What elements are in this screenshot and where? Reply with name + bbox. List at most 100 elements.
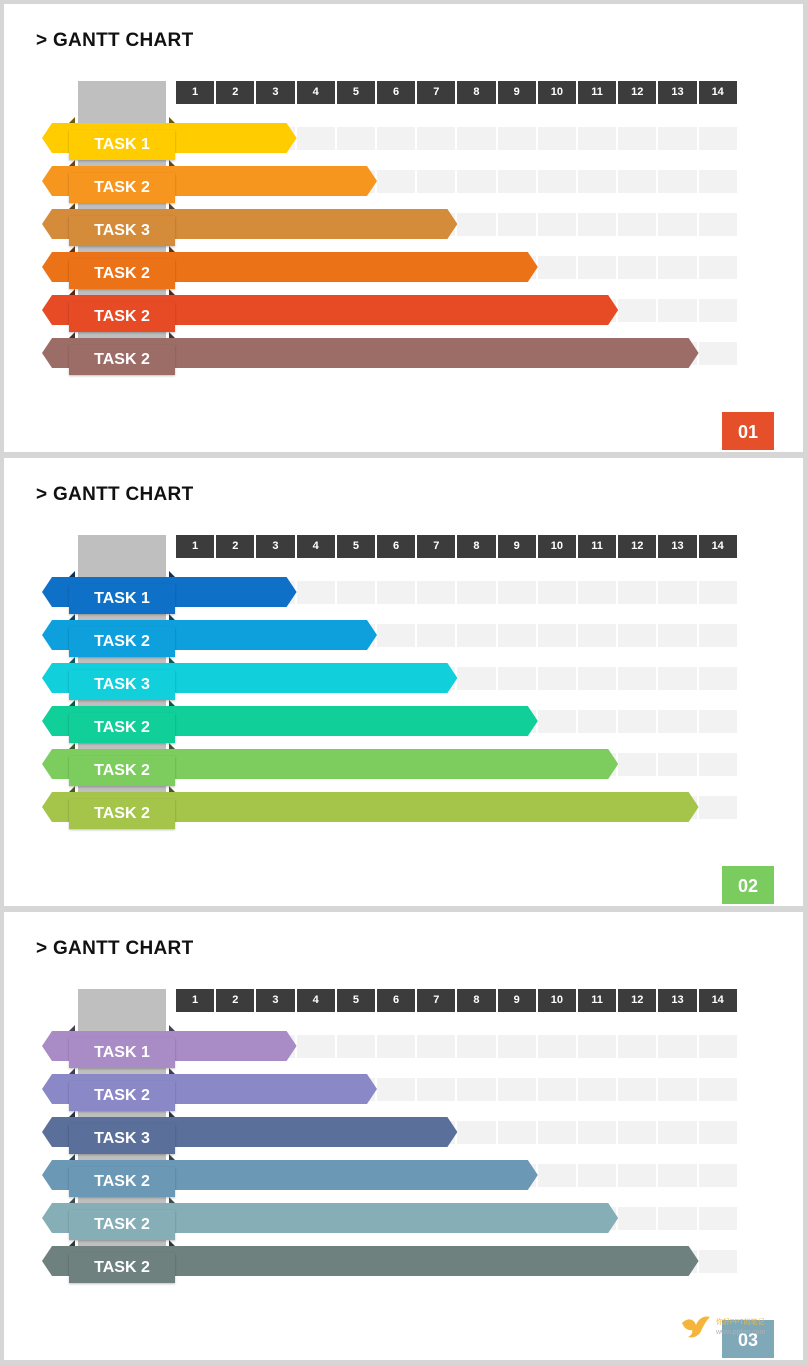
label-fold: [69, 614, 75, 620]
gantt-slide-3: > GANTT CHART 1 2 3 4 5 6 7 8 9 10 11 12 13 14 TASK 1…: [4, 912, 803, 1360]
label-fold: [69, 700, 75, 706]
timeline-tick: 5: [336, 81, 375, 104]
label-fold: [169, 571, 175, 577]
label-fold: [169, 657, 175, 663]
timeline-tick: 5: [336, 989, 375, 1012]
task-label: TASK 2: [69, 302, 175, 332]
slide-title: > GANTT CHART: [36, 30, 194, 51]
timeline-tick: 13: [658, 989, 697, 1012]
label-fold: [69, 1068, 75, 1074]
timeline-tick: 7: [417, 989, 456, 1012]
timeline-tick: 8: [457, 535, 496, 558]
page-number-badge: 02: [722, 866, 774, 904]
label-fold: [69, 289, 75, 295]
watermark-text: 你好PPT的笔记: [716, 1319, 765, 1326]
timeline-tick: 9: [497, 81, 536, 104]
gantt-slide-2: > GANTT CHART 1 2 3 4 5 6 7 8 9 10 11 12 13 14 TASK 1…: [4, 458, 803, 906]
page-number-badge: 03: [722, 1320, 774, 1358]
timeline-tick: 1: [176, 535, 215, 558]
timeline-tick: 2: [216, 535, 255, 558]
task-bar: [42, 295, 619, 325]
timeline-tick: 14: [698, 989, 737, 1012]
task-label: TASK 1: [69, 130, 175, 160]
label-fold: [169, 1025, 175, 1031]
task-bar: [42, 1203, 619, 1233]
task-label: TASK 3: [69, 1124, 175, 1154]
label-fold: [69, 160, 75, 166]
timeline-tick: 10: [537, 535, 576, 558]
label-fold: [169, 614, 175, 620]
timeline-tick: 12: [618, 81, 657, 104]
timeline-tick: 11: [578, 81, 617, 104]
label-fold: [169, 743, 175, 749]
label-fold: [169, 1111, 175, 1117]
timeline-tick: 1: [176, 989, 215, 1012]
task-label: TASK 2: [69, 345, 175, 375]
label-fold: [69, 743, 75, 749]
timeline-tick: 12: [618, 535, 657, 558]
timeline-tick: 6: [377, 81, 416, 104]
timeline-tick: 6: [377, 535, 416, 558]
label-fold: [69, 1025, 75, 1031]
timeline-tick: 8: [457, 989, 496, 1012]
timeline-tick: 9: [497, 535, 536, 558]
timeline-tick: 9: [497, 989, 536, 1012]
timeline-tick: 4: [296, 535, 335, 558]
timeline-tick: 5: [336, 535, 375, 558]
label-fold: [69, 1154, 75, 1160]
label-fold: [169, 700, 175, 706]
label-fold: [69, 332, 75, 338]
task-bar: [42, 792, 699, 822]
watermark: 你好PPT的笔记 www.ppfan.com: [680, 1313, 790, 1343]
label-fold: [169, 786, 175, 792]
task-label: TASK 2: [69, 713, 175, 743]
timeline-tick: 10: [537, 81, 576, 104]
task-label: TASK 1: [69, 1038, 175, 1068]
label-fold: [169, 1154, 175, 1160]
task-label: TASK 1: [69, 584, 175, 614]
task-bar: [42, 1246, 699, 1276]
label-fold: [169, 117, 175, 123]
timeline-tick: 14: [698, 81, 737, 104]
timeline-tick: 2: [216, 989, 255, 1012]
task-label: TASK 2: [69, 1081, 175, 1111]
label-fold: [69, 117, 75, 123]
task-label: TASK 2: [69, 1210, 175, 1240]
label-fold: [169, 246, 175, 252]
timeline-tick: 8: [457, 81, 496, 104]
timeline-tick: 10: [537, 989, 576, 1012]
timeline-tick: 11: [578, 535, 617, 558]
timeline-tick: 6: [377, 989, 416, 1012]
task-label: TASK 3: [69, 216, 175, 246]
task-label: TASK 2: [69, 756, 175, 786]
label-fold: [69, 1240, 75, 1246]
timeline-tick: 3: [256, 989, 295, 1012]
page-number-badge: 01: [722, 412, 774, 450]
label-fold: [169, 1240, 175, 1246]
slide-title: > GANTT CHART: [36, 938, 194, 959]
label-fold: [69, 1111, 75, 1117]
label-fold: [169, 160, 175, 166]
timeline-tick: 12: [618, 989, 657, 1012]
timeline-tick: 13: [658, 81, 697, 104]
timeline-tick: 7: [417, 535, 456, 558]
watermark-url: www.ppfan.com: [716, 1329, 766, 1336]
label-fold: [69, 246, 75, 252]
label-fold: [169, 332, 175, 338]
timeline-tick: 3: [256, 81, 295, 104]
timeline-tick: 4: [296, 989, 335, 1012]
gantt-slide-1: > GANTT CHART 1 2 3 4 5 6 7 8 9 10 11 12 13 14 TASK 1…: [4, 4, 803, 452]
label-fold: [69, 786, 75, 792]
task-bar: [42, 338, 699, 368]
label-fold: [69, 203, 75, 209]
task-label: TASK 2: [69, 259, 175, 289]
label-fold: [69, 571, 75, 577]
label-fold: [69, 1197, 75, 1203]
task-label: TASK 2: [69, 1253, 175, 1283]
label-fold: [169, 203, 175, 209]
label-fold: [169, 289, 175, 295]
timeline-tick: 13: [658, 535, 697, 558]
timeline-tick: 11: [578, 989, 617, 1012]
task-label: TASK 2: [69, 799, 175, 829]
slide-title: > GANTT CHART: [36, 484, 194, 505]
